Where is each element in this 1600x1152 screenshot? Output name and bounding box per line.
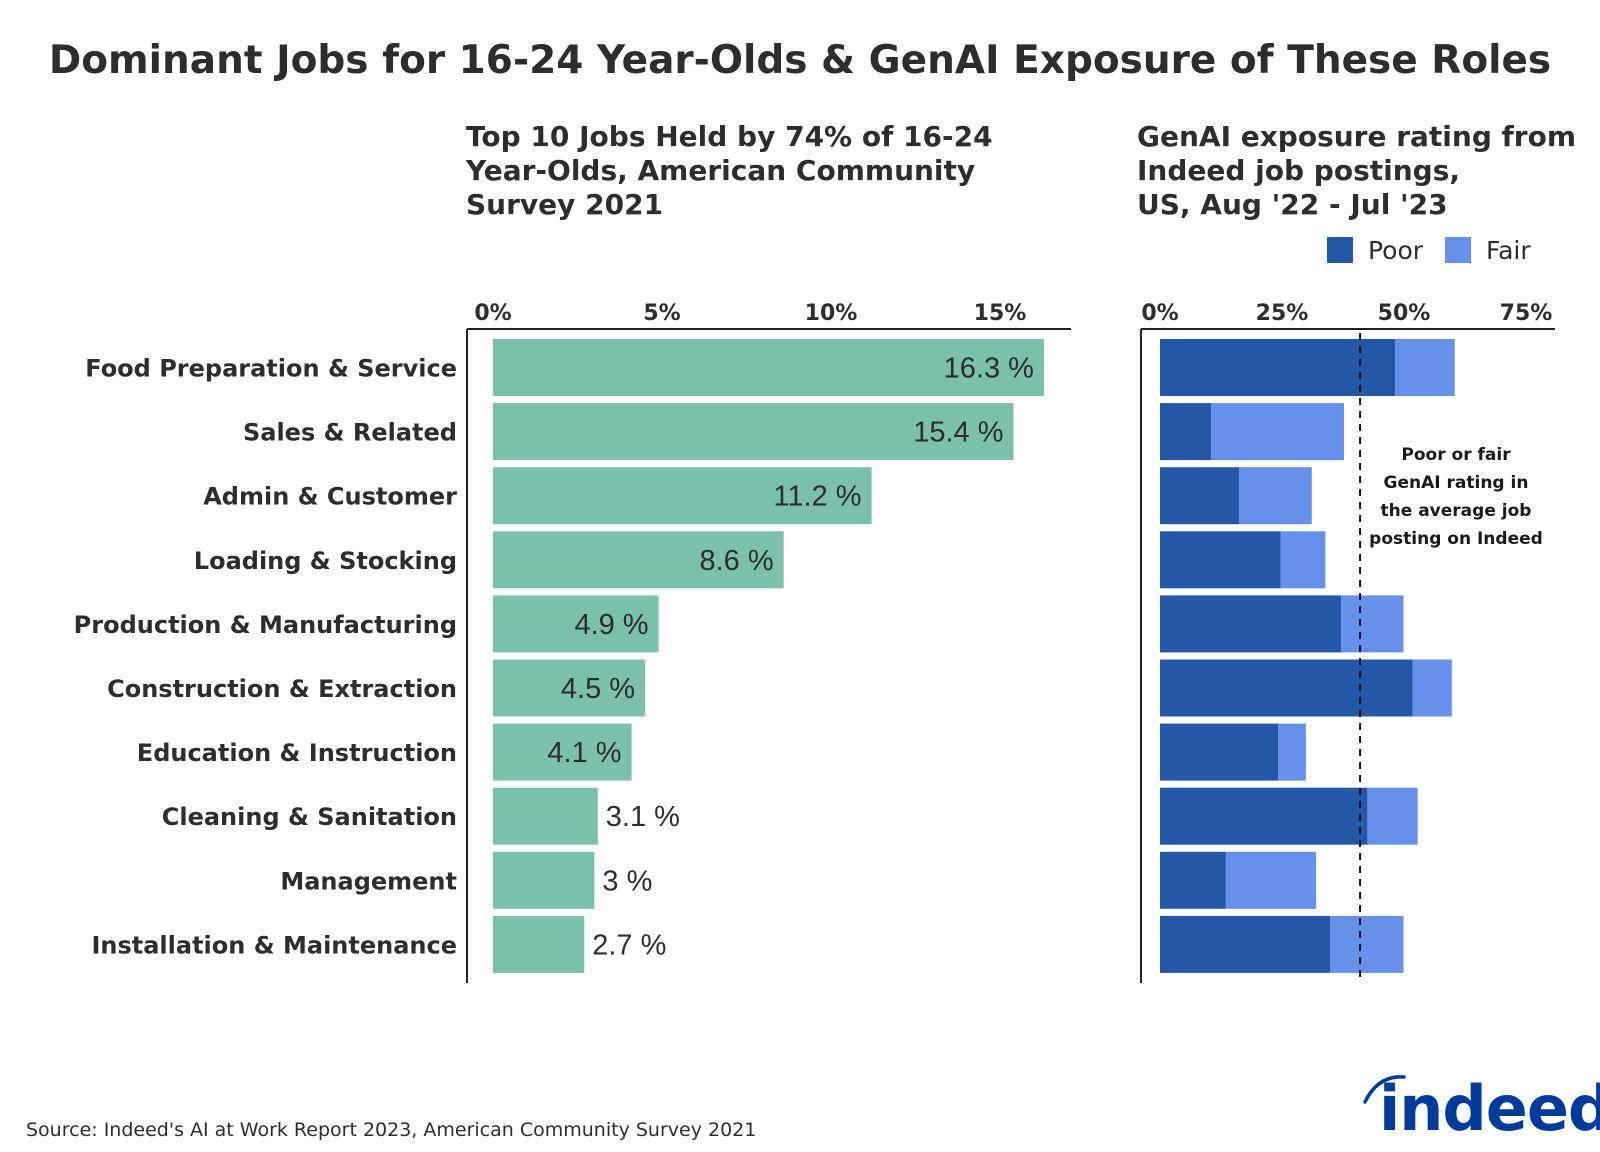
reference-annotation-line: posting on Indeed [1369, 529, 1543, 549]
logo-wordmark: indeed [1379, 1072, 1600, 1145]
share-data-label: 11.2 % [773, 481, 861, 513]
left-chart: Top 10 Jobs Held by 74% of 16-24Year-Old… [74, 120, 1071, 983]
source-note: Source: Indeed's AI at Work Report 2023,… [26, 1119, 756, 1141]
category-label: Loading & Stocking [194, 547, 457, 575]
reference-annotation-line: Poor or fair [1401, 445, 1511, 465]
reference-annotation-line: GenAI rating in [1384, 473, 1529, 493]
share-bar [493, 723, 632, 781]
left-subtitle-line: Top 10 Jobs Held by 74% of 16-24 [466, 120, 993, 153]
fair-bar [1280, 531, 1326, 589]
right-subtitle-line: US, Aug '22 - Jul '23 [1137, 188, 1448, 221]
left-subtitle-line: Year-Olds, American Community [465, 154, 975, 187]
right-x-tick-label: 0% [1141, 301, 1178, 326]
share-data-label: 3.1 % [606, 801, 680, 833]
share-bar [493, 595, 659, 653]
left-subtitle-line: Survey 2021 [466, 188, 663, 221]
right-x-tick-label: 75% [1500, 301, 1553, 326]
logo-arc [1363, 1075, 1406, 1104]
share-data-label: 4.5 % [561, 673, 635, 705]
indeed-logo: indeed [1363, 1072, 1600, 1145]
left-x-tick-label: 5% [643, 301, 680, 326]
share-data-label: 16.3 % [944, 353, 1034, 385]
chart-title: Dominant Jobs for 16-24 Year-Olds & GenA… [49, 38, 1551, 83]
share-data-label: 2.7 % [592, 929, 666, 961]
fair-bar [1367, 787, 1418, 845]
left-x-tick-label: 0% [474, 301, 511, 326]
share-bar [493, 659, 646, 717]
share-data-label: 4.1 % [547, 737, 621, 769]
legend-swatch-poor [1327, 237, 1353, 263]
poor-bar [1160, 787, 1368, 845]
fair-bar [1412, 659, 1452, 717]
legend-label-poor: Poor [1368, 236, 1424, 265]
share-bar [493, 403, 1014, 461]
fair-bar [1225, 851, 1317, 909]
category-label: Education & Instruction [137, 739, 457, 767]
fair-bar [1395, 339, 1455, 396]
poor-bar [1160, 851, 1226, 909]
poor-bar [1160, 595, 1342, 653]
category-label: Installation & Maintenance [91, 931, 457, 959]
right-subtitle-line: Indeed job postings, [1137, 154, 1460, 187]
share-bar [493, 339, 1044, 396]
share-data-label: 4.9 % [574, 609, 648, 641]
poor-bar [1160, 723, 1279, 781]
poor-bar [1160, 915, 1331, 973]
fair-bar [1278, 723, 1306, 781]
poor-bar [1160, 467, 1240, 525]
right-subtitle-line: GenAI exposure rating from [1137, 120, 1576, 153]
category-label: Admin & Customer [203, 483, 457, 511]
fair-bar [1341, 595, 1404, 653]
share-data-label: 3 % [602, 865, 652, 897]
legend-swatch-fair [1445, 237, 1471, 263]
category-label: Construction & Extraction [107, 675, 457, 703]
reference-annotation-line: the average job [1381, 501, 1532, 521]
category-label: Food Preparation & Service [85, 355, 457, 383]
share-bar [493, 467, 872, 525]
poor-bar [1160, 531, 1281, 589]
fair-bar [1211, 403, 1344, 461]
poor-bar [1160, 403, 1212, 461]
share-bar [493, 531, 784, 589]
share-bar [493, 787, 598, 845]
share-data-label: 15.4 % [913, 417, 1003, 449]
category-label: Production & Manufacturing [74, 611, 457, 639]
fair-bar [1239, 467, 1312, 525]
category-label: Cleaning & Sanitation [162, 803, 457, 831]
fair-bar [1330, 915, 1404, 973]
share-bar [493, 915, 585, 973]
right-x-tick-label: 25% [1256, 301, 1309, 326]
category-label: Sales & Related [243, 419, 457, 447]
category-label: Management [280, 867, 457, 895]
share-data-label: 8.6 % [700, 545, 774, 577]
poor-bar [1160, 339, 1396, 396]
right-x-tick-label: 50% [1378, 301, 1431, 326]
left-x-tick-label: 15% [974, 301, 1027, 326]
poor-bar [1160, 659, 1413, 717]
legend-label-fair: Fair [1486, 236, 1531, 265]
share-bar [493, 851, 595, 909]
left-x-tick-label: 10% [805, 301, 858, 326]
